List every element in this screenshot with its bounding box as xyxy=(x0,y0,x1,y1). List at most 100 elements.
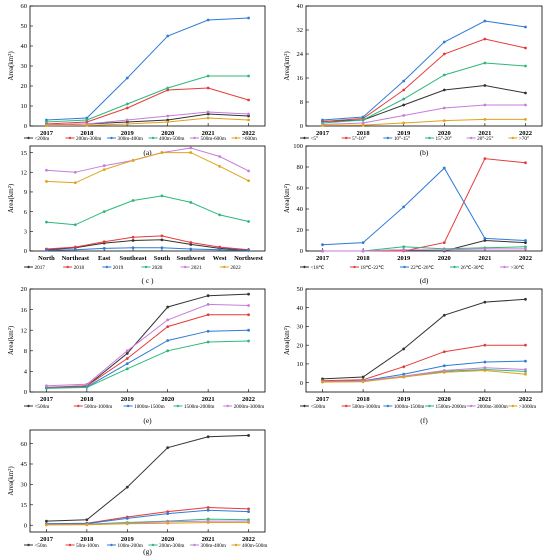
legend-label: 500m-600m xyxy=(201,136,226,142)
y-tick-label: 9 xyxy=(24,189,27,196)
legend-label: 50m-100m xyxy=(76,543,99,549)
data-point xyxy=(247,112,250,116)
y-tick-label: 20 xyxy=(21,286,28,293)
data-point xyxy=(402,248,406,252)
y-axis-label: Area(km²) xyxy=(7,325,15,355)
y-axis-label: Area(km²) xyxy=(7,183,15,213)
plot-frame xyxy=(29,5,266,127)
data-point xyxy=(524,103,527,107)
x-tick-label: 2018 xyxy=(80,536,94,543)
data-point xyxy=(402,347,406,351)
legend-marker xyxy=(193,136,196,140)
series-line xyxy=(322,248,526,252)
data-point xyxy=(247,114,250,118)
data-point xyxy=(160,234,164,238)
y-tick-label: 40 xyxy=(297,206,304,213)
data-point xyxy=(166,325,170,328)
y-tick-label: 30 xyxy=(21,482,28,489)
data-point xyxy=(125,351,129,355)
data-point xyxy=(125,362,129,366)
panel-2: 0 3 6 9 12 15 North Northeast East Southeast South… xyxy=(7,145,266,285)
series-line xyxy=(46,509,249,525)
data-point xyxy=(524,25,527,29)
series-line xyxy=(322,167,526,246)
data-point xyxy=(125,120,129,124)
legend-label: 400m-500m xyxy=(242,543,267,549)
data-point xyxy=(402,88,406,92)
legend-marker xyxy=(27,265,30,269)
legend-marker xyxy=(469,136,473,140)
y-tick-label: 30 xyxy=(297,324,304,331)
panel-caption: (f) xyxy=(420,416,428,425)
y-tick-label: 20 xyxy=(21,83,28,90)
y-tick-label: 60 xyxy=(21,3,28,10)
data-point xyxy=(45,180,48,183)
data-point xyxy=(206,340,210,344)
data-point xyxy=(247,118,250,122)
legend-label: 22℃-26℃ xyxy=(411,265,435,271)
data-point xyxy=(524,245,527,249)
legend-marker xyxy=(503,265,506,269)
y-axis-label: Area(km²) xyxy=(7,51,15,81)
data-point xyxy=(524,343,527,347)
legend-marker xyxy=(151,543,155,547)
y-tick-label: 8 xyxy=(300,99,303,106)
x-tick-label: 2022 xyxy=(519,130,532,137)
legend-label: 100m-200m xyxy=(118,543,143,549)
y-axis-label: Area(km²) xyxy=(283,325,291,355)
data-point xyxy=(247,304,250,307)
plot-frame xyxy=(305,5,543,127)
data-point xyxy=(206,506,210,509)
x-tick-label: 2019 xyxy=(121,536,135,543)
data-point xyxy=(166,118,170,122)
data-point xyxy=(442,313,446,317)
series-line xyxy=(46,17,249,121)
data-point xyxy=(131,199,135,202)
x-tick-label: 2018 xyxy=(357,255,371,262)
data-point xyxy=(483,343,487,347)
data-point xyxy=(321,118,324,122)
x-tick-label: Northeast xyxy=(62,255,90,262)
series-line xyxy=(322,118,526,126)
panel-6: 0 15 30 45 60 2017 2018 2019 2020 2021 2022 Area(km… xyxy=(7,429,267,556)
data-point xyxy=(483,247,487,251)
data-point xyxy=(166,446,170,450)
data-point xyxy=(45,248,48,252)
data-point xyxy=(189,241,193,244)
data-point xyxy=(361,118,365,122)
data-point xyxy=(166,120,170,124)
data-point xyxy=(45,523,48,527)
data-point xyxy=(483,237,487,240)
x-tick-label: 2019 xyxy=(397,130,411,137)
series-line xyxy=(46,340,249,389)
data-point xyxy=(125,118,129,122)
legend-label: 1000m-1500m xyxy=(394,404,425,410)
x-tick-label: 2020 xyxy=(438,255,451,262)
data-point xyxy=(125,102,129,106)
data-point xyxy=(361,375,365,379)
data-point xyxy=(125,106,129,110)
series-line xyxy=(46,117,249,127)
data-point xyxy=(206,329,210,333)
data-point xyxy=(361,249,365,253)
y-tick-label: 60 xyxy=(21,441,28,448)
x-tick-label: 2019 xyxy=(121,130,135,137)
data-point xyxy=(102,240,106,244)
x-tick-label: North xyxy=(38,255,55,262)
data-point xyxy=(206,116,210,120)
data-point xyxy=(247,328,250,332)
data-point xyxy=(442,73,446,77)
data-point xyxy=(442,364,446,368)
y-tick-label: 8 xyxy=(24,348,27,355)
data-point xyxy=(125,522,129,526)
series-line xyxy=(322,298,526,380)
data-point xyxy=(483,103,487,107)
data-point xyxy=(206,112,210,116)
panel-caption: (e) xyxy=(143,416,152,425)
data-point xyxy=(85,120,89,124)
x-tick-label: 2017 xyxy=(40,130,54,137)
legend-label: 15°-20° xyxy=(436,135,452,142)
legend-marker xyxy=(77,404,80,408)
data-point xyxy=(206,521,210,524)
